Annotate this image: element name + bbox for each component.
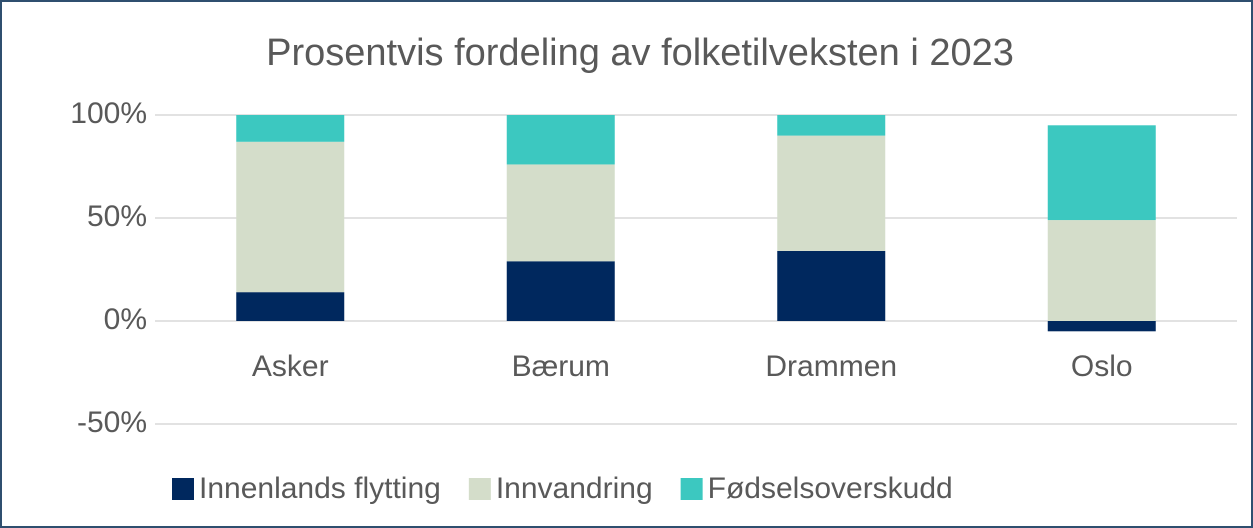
x-tick-label: Asker — [252, 350, 329, 383]
bar-segment — [236, 292, 345, 321]
legend-swatch — [172, 478, 194, 500]
legend-label: Innvandring — [496, 472, 653, 505]
y-tick-label: 0% — [104, 303, 147, 336]
bar-segment — [1047, 125, 1156, 221]
bar-segment — [236, 141, 345, 293]
legend-label: Innenlands flytting — [199, 472, 441, 505]
bar-segment — [1047, 321, 1156, 332]
bar-segment — [777, 115, 886, 136]
y-tick-label: -50% — [77, 406, 147, 439]
bar-segment — [777, 135, 886, 251]
bar-segment — [777, 250, 886, 321]
x-tick-label: Bærum — [512, 350, 610, 383]
legend-label: Fødselsoverskudd — [708, 472, 953, 505]
y-tick-label: 100% — [70, 97, 147, 130]
x-tick-label: Drammen — [765, 350, 897, 383]
x-tick-label: Oslo — [1071, 350, 1133, 383]
legend-swatch — [680, 478, 703, 500]
y-tick-label: 50% — [87, 200, 147, 233]
bar-segment — [506, 261, 615, 321]
bar-segment — [236, 115, 345, 142]
bar-segment — [506, 115, 615, 165]
bar-segment — [506, 164, 615, 262]
chart-title: Prosentvis fordeling av folketilveksten … — [266, 32, 1014, 74]
legend-swatch — [468, 478, 491, 500]
bar-segment — [1047, 220, 1156, 321]
